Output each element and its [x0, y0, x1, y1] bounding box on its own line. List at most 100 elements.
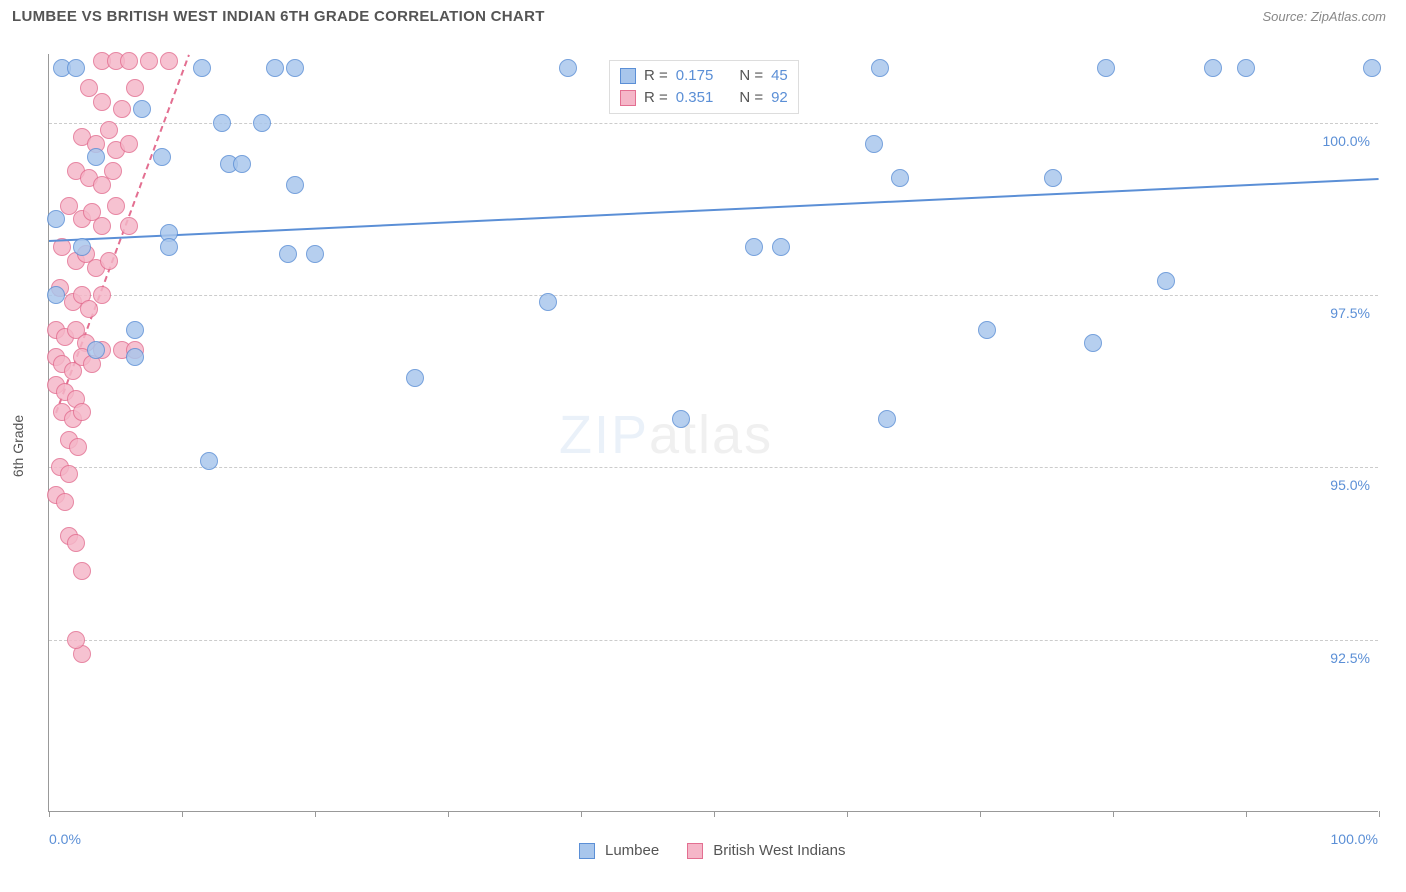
data-point: [140, 52, 158, 70]
watermark-bold: ZIP: [559, 405, 649, 465]
data-point: [87, 341, 105, 359]
x-tick: [581, 811, 582, 817]
data-point: [233, 155, 251, 173]
y-tick-label: 100.0%: [1323, 133, 1370, 149]
data-point: [160, 52, 178, 70]
data-point: [69, 438, 87, 456]
gridline: [49, 295, 1378, 296]
legend-row: R = 0.351 N = 92: [620, 87, 788, 109]
legend-swatch: [579, 843, 595, 859]
data-point: [160, 238, 178, 256]
legend-n-value: 92: [771, 87, 788, 109]
data-point: [878, 410, 896, 428]
legend-r-value: 0.351: [676, 87, 714, 109]
data-point: [891, 169, 909, 187]
data-point: [73, 403, 91, 421]
x-tick: [315, 811, 316, 817]
data-point: [1204, 59, 1222, 77]
data-point: [772, 238, 790, 256]
data-point: [672, 410, 690, 428]
x-tick: [1379, 811, 1380, 817]
x-tick-label-min: 0.0%: [49, 831, 81, 847]
data-point: [978, 321, 996, 339]
data-point: [266, 59, 284, 77]
data-point: [1157, 272, 1175, 290]
data-point: [865, 135, 883, 153]
y-axis-label: 6th Grade: [10, 415, 26, 477]
scatter-chart: ZIPatlas 92.5%95.0%97.5%100.0%0.0%100.0%…: [48, 54, 1378, 812]
legend-swatch: [687, 843, 703, 859]
data-point: [67, 534, 85, 552]
data-point: [406, 369, 424, 387]
data-point: [113, 100, 131, 118]
data-point: [67, 59, 85, 77]
watermark-thin: atlas: [649, 405, 773, 465]
trend-line-lumbee: [49, 178, 1379, 242]
data-point: [47, 210, 65, 228]
x-tick: [182, 811, 183, 817]
legend-r-label: R =: [644, 65, 668, 87]
gridline: [49, 123, 1378, 124]
legend-n-label: N =: [739, 87, 763, 109]
legend-n-value: 45: [771, 65, 788, 87]
legend-n-label: N =: [739, 65, 763, 87]
data-point: [1044, 169, 1062, 187]
data-point: [133, 100, 151, 118]
data-point: [193, 59, 211, 77]
x-tick: [1246, 811, 1247, 817]
data-point: [200, 452, 218, 470]
legend-series-label: Lumbee: [605, 842, 659, 859]
x-tick: [847, 811, 848, 817]
data-point: [871, 59, 889, 77]
data-point: [73, 562, 91, 580]
chart-source: Source: ZipAtlas.com: [1262, 9, 1386, 24]
gridline: [49, 640, 1378, 641]
data-point: [745, 238, 763, 256]
y-tick-label: 95.0%: [1330, 477, 1370, 493]
data-point: [87, 148, 105, 166]
data-point: [1363, 59, 1381, 77]
x-tick: [49, 811, 50, 817]
data-point: [73, 238, 91, 256]
x-tick: [1113, 811, 1114, 817]
data-point: [126, 348, 144, 366]
data-point: [213, 114, 231, 132]
data-point: [1084, 334, 1102, 352]
data-point: [120, 135, 138, 153]
data-point: [1097, 59, 1115, 77]
data-point: [126, 79, 144, 97]
data-point: [253, 114, 271, 132]
y-tick-label: 97.5%: [1330, 305, 1370, 321]
data-point: [56, 493, 74, 511]
data-point: [80, 300, 98, 318]
x-tick: [448, 811, 449, 817]
watermark: ZIPatlas: [559, 404, 773, 466]
data-point: [153, 148, 171, 166]
data-point: [279, 245, 297, 263]
data-point: [559, 59, 577, 77]
data-point: [1237, 59, 1255, 77]
legend-swatch: [620, 90, 636, 106]
data-point: [104, 162, 122, 180]
data-point: [100, 121, 118, 139]
data-point: [67, 631, 85, 649]
data-point: [539, 293, 557, 311]
x-tick: [980, 811, 981, 817]
legend-swatch: [620, 68, 636, 84]
data-point: [120, 52, 138, 70]
data-point: [93, 93, 111, 111]
data-point: [120, 217, 138, 235]
data-point: [93, 217, 111, 235]
legend-r-value: 0.175: [676, 65, 714, 87]
legend-r-label: R =: [644, 87, 668, 109]
data-point: [306, 245, 324, 263]
data-point: [47, 286, 65, 304]
correlation-legend: R = 0.175 N = 45 R = 0.351 N = 92: [609, 60, 799, 114]
legend-series-label: British West Indians: [713, 842, 845, 859]
data-point: [286, 176, 304, 194]
data-point: [100, 252, 118, 270]
x-tick-label-max: 100.0%: [1331, 831, 1378, 847]
gridline: [49, 467, 1378, 468]
data-point: [107, 197, 125, 215]
chart-title: LUMBEE VS BRITISH WEST INDIAN 6TH GRADE …: [12, 8, 545, 25]
